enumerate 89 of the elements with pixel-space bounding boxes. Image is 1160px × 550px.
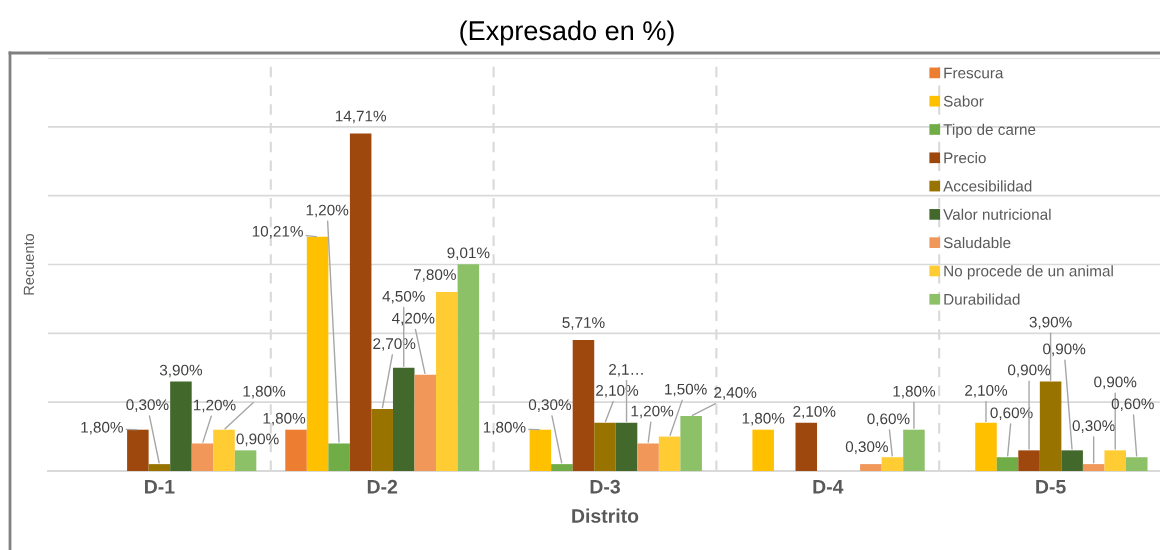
data-label: 4,20% [391,312,435,326]
legend-label: Precio [944,152,986,164]
legend-label: Sabor [943,95,984,107]
data-label: 2,1… [609,363,643,377]
bar [436,292,458,471]
data-label: 1,80% [742,412,785,426]
bar [1061,450,1083,471]
data-label: 2,10% [596,384,639,398]
data-label: 1,80% [81,421,123,435]
data-label: 0,90% [1008,364,1051,378]
bar [752,429,774,471]
data-label: 2,40% [714,387,757,400]
bar [881,457,904,471]
bar [457,264,480,471]
data-label: 0,60% [990,407,1033,421]
x-tick-label: D-5 [1036,480,1066,494]
data-label: 3,90% [159,364,203,378]
bar [414,374,437,471]
legend-label: No procede de un animal [944,265,1113,280]
x-tick-label: D-3 [590,479,620,494]
data-label: 3,90% [1029,316,1072,330]
data-label: 0,30% [528,399,572,412]
legend-label: Tipo de carne [943,123,1036,138]
data-label: 7,80% [413,269,456,282]
bar [795,422,818,471]
data-label: 0,30% [1072,420,1115,433]
bar [615,422,638,471]
data-label: 0,60% [1111,398,1154,412]
x-tick-label: D-4 [813,480,844,494]
legend-label: Saludable [943,236,1011,249]
legend-label: Valor nutricional [943,208,1051,220]
bar [975,422,997,471]
data-label: 0,30% [845,441,888,454]
bar [658,436,681,471]
data-label: 1,50% [665,383,707,397]
data-label: 1,80% [263,412,306,426]
x-tick-label: D-1 [145,480,175,494]
data-label: 2,10% [965,384,1008,398]
bar [860,464,882,471]
data-label: 1,80% [483,421,526,435]
x-axis-title: Distrito [572,508,639,523]
bar [148,464,171,471]
bar [392,367,415,471]
data-label: 0,60% [867,413,910,427]
data-label: 0,90% [1043,343,1086,357]
bar [285,429,307,471]
legend-label: Durabilidad [944,293,1020,305]
bar [371,409,393,471]
data-label: 0,90% [1094,376,1137,390]
bar [127,429,149,471]
bar [1039,381,1062,471]
data-label: 1,20% [306,204,349,218]
bar [191,443,214,471]
data-label: 1,80% [243,385,286,399]
bar [996,457,1019,471]
bar [349,133,372,471]
data-label: 1,20% [193,399,236,413]
y-axis-title: Recuento [23,233,35,295]
data-label: 0,30% [126,399,169,412]
bar [306,236,329,471]
bar [680,415,702,471]
bar [903,429,925,471]
bar [170,381,192,471]
bar [1104,450,1126,471]
legend-label: Accesibilidad [943,180,1032,192]
bar [1125,457,1148,471]
legend-label: Frescura [944,67,1004,79]
data-label: 14,71% [335,110,387,124]
data-label: 1,80% [893,385,936,399]
bar [1082,464,1105,471]
data-label: 2,10% [793,405,836,419]
bar [213,429,235,471]
data-label: 0,90% [236,433,279,447]
data-label: 9,01% [447,247,490,261]
bar [234,450,257,471]
bar [551,464,573,471]
bar [529,429,552,471]
chart-title: (Expresado en %) [460,20,674,46]
data-label: 2,70% [373,338,416,351]
x-tick-label: D-2 [367,479,398,494]
bar [1018,450,1040,471]
bar [637,443,659,471]
data-label: 5,71% [562,317,605,330]
bar [572,339,595,471]
bar [594,422,616,471]
data-label: 10,21% [252,225,303,239]
data-label: 4,50% [382,290,425,304]
data-label: 1,20% [631,405,674,419]
bar [328,443,350,471]
